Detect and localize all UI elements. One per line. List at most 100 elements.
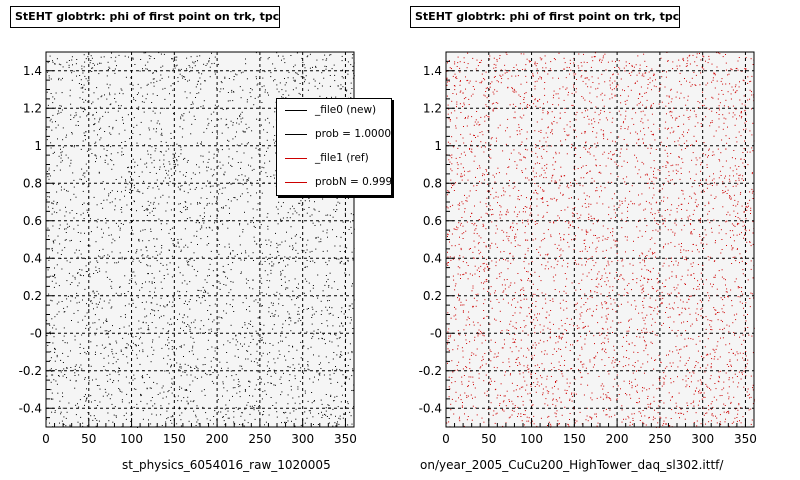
- scatter-point: [219, 288, 221, 290]
- scatter-point: [202, 370, 204, 372]
- scatter-point: [651, 180, 653, 182]
- scatter-point: [66, 367, 68, 368]
- scatter-point: [689, 372, 691, 374]
- scatter-point: [295, 260, 297, 262]
- scatter-point: [73, 217, 75, 219]
- scatter-point: [190, 178, 192, 180]
- scatter-point: [225, 376, 227, 378]
- scatter-point: [187, 80, 189, 82]
- scatter-point: [594, 56, 596, 58]
- scatter-point: [569, 121, 571, 123]
- scatter-point: [460, 175, 462, 177]
- scatter-point: [99, 301, 100, 303]
- scatter-point: [604, 350, 605, 352]
- scatter-point: [106, 155, 108, 157]
- scatter-point: [136, 403, 138, 405]
- scatter-point: [514, 111, 516, 113]
- scatter-point: [688, 118, 690, 120]
- scatter-point: [616, 240, 618, 242]
- scatter-point: [494, 89, 496, 91]
- x-tick-label: 150: [163, 432, 186, 446]
- scatter-point: [330, 312, 332, 314]
- scatter-point: [206, 170, 208, 172]
- scatter-point: [213, 169, 215, 171]
- scatter-point: [733, 396, 735, 398]
- scatter-point: [124, 258, 126, 260]
- scatter-point: [684, 283, 686, 285]
- scatter-point: [81, 84, 82, 85]
- scatter-point: [165, 210, 167, 212]
- scatter-point: [160, 196, 162, 198]
- scatter-point: [681, 203, 683, 205]
- scatter-point: [64, 342, 66, 344]
- scatter-point: [75, 404, 77, 406]
- scatter-point: [103, 357, 105, 359]
- scatter-point: [515, 362, 517, 363]
- scatter-point: [59, 209, 61, 211]
- scatter-point: [599, 171, 601, 173]
- scatter-point: [492, 109, 494, 111]
- scatter-point: [247, 358, 249, 360]
- scatter-point: [273, 384, 275, 386]
- scatter-point: [168, 177, 170, 179]
- scatter-point: [199, 228, 201, 230]
- scatter-point: [141, 394, 142, 396]
- scatter-point: [276, 88, 278, 90]
- scatter-point: [55, 127, 57, 129]
- scatter-point: [220, 81, 222, 83]
- scatter-point: [68, 225, 70, 227]
- scatter-point: [112, 238, 114, 240]
- scatter-point: [83, 132, 85, 134]
- scatter-point: [337, 381, 339, 383]
- scatter-point: [60, 189, 62, 191]
- scatter-point: [230, 281, 232, 283]
- scatter-point: [458, 418, 460, 420]
- scatter-point: [500, 69, 502, 71]
- scatter-point: [602, 57, 604, 59]
- scatter-point: [464, 118, 466, 119]
- scatter-point: [307, 348, 309, 350]
- scatter-point: [209, 66, 211, 68]
- scatter-point: [103, 145, 105, 147]
- scatter-point: [559, 233, 560, 235]
- scatter-point: [481, 342, 483, 344]
- scatter-point: [170, 365, 172, 367]
- scatter-point: [296, 287, 298, 288]
- scatter-point: [695, 312, 697, 314]
- scatter-point: [181, 185, 183, 187]
- scatter-point: [747, 359, 749, 361]
- scatter-point: [58, 375, 60, 377]
- scatter-point: [48, 77, 50, 79]
- scatter-point: [147, 200, 149, 202]
- scatter-point: [207, 124, 209, 126]
- scatter-point: [61, 370, 63, 371]
- scatter-point: [612, 289, 614, 291]
- scatter-point: [284, 62, 286, 64]
- scatter-point: [97, 271, 99, 273]
- scatter-point: [102, 248, 104, 250]
- scatter-point: [514, 405, 516, 407]
- scatter-point: [511, 304, 512, 306]
- scatter-point: [168, 148, 170, 150]
- scatter-point: [590, 416, 592, 418]
- scatter-point: [477, 65, 479, 67]
- scatter-point: [460, 90, 462, 92]
- y-tick-label: 0.4: [23, 251, 42, 265]
- scatter-point: [244, 259, 245, 261]
- scatter-point: [132, 349, 134, 351]
- scatter-point: [79, 269, 81, 270]
- scatter-point: [614, 212, 616, 214]
- scatter-point: [697, 280, 699, 282]
- scatter-point: [163, 107, 165, 109]
- scatter-point: [687, 360, 689, 361]
- scatter-point: [563, 238, 564, 240]
- scatter-point: [490, 383, 491, 385]
- scatter-point: [266, 280, 268, 281]
- scatter-point: [267, 225, 269, 227]
- scatter-point: [189, 327, 191, 329]
- scatter-point: [728, 137, 730, 139]
- scatter-point: [73, 117, 75, 119]
- scatter-point: [606, 395, 608, 397]
- scatter-point: [144, 316, 146, 318]
- scatter-point: [121, 151, 123, 153]
